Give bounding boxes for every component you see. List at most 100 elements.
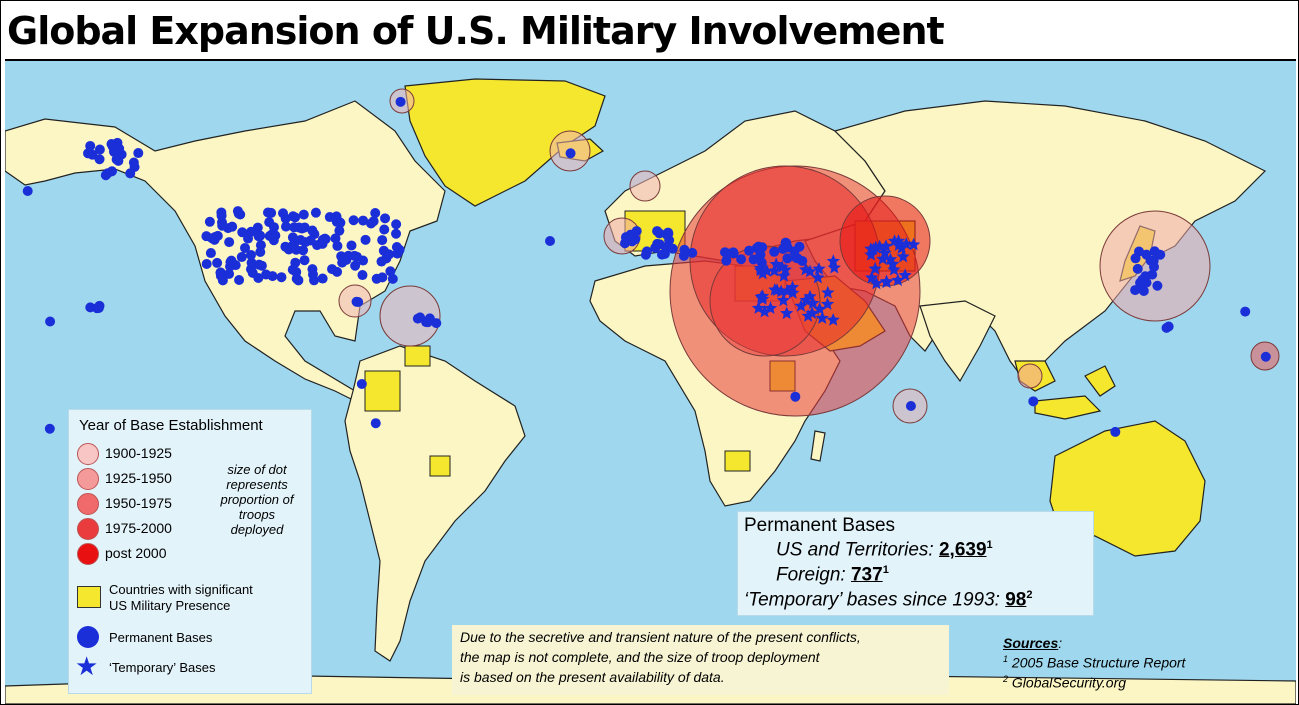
temporary-base-marker (826, 254, 840, 267)
permanent-base-marker (278, 208, 289, 219)
permanent-base-marker (1028, 396, 1039, 407)
permanent-base-marker (287, 232, 298, 243)
permanent-base-marker (226, 255, 237, 266)
world-map-graphic (5, 78, 1296, 704)
permanent-base-marker (350, 260, 361, 271)
permanent-base-marker (385, 266, 396, 277)
permanent-base-marker (565, 148, 576, 159)
temporary-base-marker (879, 275, 894, 289)
permanent-base-marker (114, 143, 125, 154)
stats-temp-label: ‘Temporary’ bases since 1993: (744, 589, 1000, 611)
permanent-base-marker (356, 378, 367, 389)
permanent-base-marker (360, 234, 371, 245)
permanent-base-marker (93, 302, 104, 313)
era-1-label: 1900-1925 (105, 445, 172, 461)
permanent-base-marker (627, 236, 638, 247)
deployment-circle (839, 195, 931, 287)
north-america-landmass (5, 100, 446, 407)
temporary-base-marker (826, 313, 840, 326)
disclaimer-line-3: is based on the present availability of … (460, 669, 725, 685)
permanent-base-marker (215, 267, 226, 278)
temporary-base-star-icon: ★ (75, 651, 99, 681)
temporary-base-marker (899, 237, 913, 250)
permanent-base-marker (234, 274, 245, 285)
disclaimer-box: Due to the secretive and transient natur… (452, 625, 949, 695)
temporary-base-marker (898, 268, 912, 281)
permanent-base-marker (299, 255, 310, 266)
temporary-base-marker (815, 311, 829, 324)
permanent-base-marker (387, 273, 398, 284)
permanent-base-marker (384, 249, 395, 260)
permanent-base-marker (1137, 274, 1148, 285)
permanent-base-marker (395, 96, 406, 107)
permanent-base-marker (358, 215, 369, 226)
permanent-base-marker (1149, 246, 1160, 257)
permanent-base-marker (280, 221, 291, 232)
stats-us-row: US and Territories: 2,6391 (776, 539, 993, 561)
permanent-base-marker (330, 233, 341, 244)
presence-region-botswana (724, 450, 751, 472)
permanent-base-marker (94, 144, 105, 155)
permanent-base-marker (1149, 261, 1160, 272)
temporary-base-marker (801, 309, 815, 322)
permanent-base-marker (687, 247, 698, 258)
sources-box: Sources: 1 2005 Base Structure Report 2 … (1003, 635, 1185, 690)
permanent-base-marker (370, 208, 381, 219)
permanent-base-marker (1132, 263, 1143, 274)
permanent-base-marker (264, 217, 275, 228)
legend-era-3: 1950-1975 (77, 492, 172, 516)
temporary-base-marker (767, 264, 782, 277)
temporary-base-marker (876, 252, 890, 265)
permanent-base-marker (782, 253, 793, 264)
permanent-base-marker (641, 246, 652, 257)
permanent-base-marker (261, 269, 272, 280)
temporary-base-marker (753, 261, 767, 275)
permanent-base-marker (754, 253, 765, 264)
era-2-swatch (77, 468, 99, 491)
permanent-base-marker (358, 255, 369, 266)
permanent-base-marker (310, 207, 321, 218)
temporary-base-marker (891, 273, 905, 286)
era-1-swatch (77, 443, 99, 466)
permanent-base-marker (391, 228, 402, 239)
permanent-base-marker (661, 229, 672, 240)
temporary-base-marker (812, 262, 826, 275)
permanent-base-marker (245, 249, 256, 260)
permanent-base-marker (317, 273, 328, 284)
permanent-base-marker (44, 423, 55, 434)
permanent-base-marker (205, 248, 216, 259)
permanent-base-marker (324, 212, 335, 223)
permanent-base-marker (721, 255, 732, 266)
permanent-base-marker (266, 229, 277, 240)
permanent-base-marker (327, 264, 338, 275)
permanent-base-marker (351, 296, 362, 307)
stats-us-value: 2,639 (938, 539, 987, 561)
permanent-base-marker (332, 240, 343, 251)
permanent-base-marker (781, 238, 792, 249)
temporary-base-marker (887, 234, 902, 247)
permanent-base-marker (652, 238, 663, 249)
permanent-base-marker (376, 256, 387, 267)
permanent-base-marker (415, 312, 426, 323)
legend-era-2: 1925-1950 (77, 467, 172, 491)
era-4-swatch (77, 518, 99, 541)
permanent-base-marker (255, 246, 266, 257)
stats-temp-value: 98 (1005, 589, 1027, 611)
temporary-base-marker (907, 237, 921, 251)
permanent-base-marker (905, 401, 916, 412)
presence-region-colombia (364, 370, 401, 412)
permanent-base-marker (391, 219, 402, 230)
presence-region-bolivia (429, 455, 451, 477)
permanent-base-marker (236, 252, 247, 263)
permanent-base-marker (280, 241, 291, 252)
permanent-base-marker (288, 211, 299, 222)
temporary-base-marker (769, 257, 783, 271)
world-map: Year of Base Establishment 1900-1925 192… (5, 59, 1296, 704)
permanent-base-marker (736, 254, 747, 265)
legend-size-note: size of dot represents proportion of tro… (220, 462, 294, 537)
permanent-base-marker (227, 221, 238, 232)
temporary-base-marker (776, 293, 790, 307)
base-stats-box: Permanent Bases US and Territories: 2,63… (737, 511, 1094, 616)
permanent-base-marker (100, 170, 111, 181)
presence-swatch (77, 586, 101, 608)
